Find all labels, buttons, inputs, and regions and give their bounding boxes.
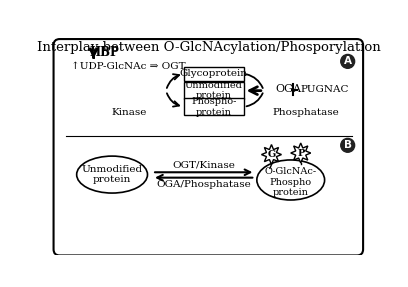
Text: P: P xyxy=(297,148,304,158)
Polygon shape xyxy=(291,143,311,163)
Text: HBP: HBP xyxy=(89,46,119,59)
Text: OGT/Kinase: OGT/Kinase xyxy=(172,161,235,170)
FancyBboxPatch shape xyxy=(184,98,244,115)
FancyBboxPatch shape xyxy=(184,82,244,99)
Polygon shape xyxy=(262,145,282,164)
Text: Phospho-
protein: Phospho- protein xyxy=(191,97,236,117)
Text: OGA/Phosphatase: OGA/Phosphatase xyxy=(156,180,251,189)
Text: Kinase: Kinase xyxy=(111,108,147,117)
Text: O-GlcNAc-
Phospho
protein: O-GlcNAc- Phospho protein xyxy=(265,167,317,197)
FancyBboxPatch shape xyxy=(184,67,244,81)
Circle shape xyxy=(341,55,355,68)
Text: Glycoprotein: Glycoprotein xyxy=(180,69,248,78)
Text: Phosphatase: Phosphatase xyxy=(273,108,339,117)
Ellipse shape xyxy=(257,160,325,200)
Circle shape xyxy=(341,138,355,152)
Text: B: B xyxy=(344,140,352,150)
Text: ↑UDP-GlcNAc ⇒ OGT: ↑UDP-GlcNAc ⇒ OGT xyxy=(71,62,186,71)
Text: PUGNAC: PUGNAC xyxy=(301,85,349,94)
Text: Unmodified
protein: Unmodified protein xyxy=(82,165,143,184)
Text: Unmodified
protein: Unmodified protein xyxy=(185,81,243,100)
FancyBboxPatch shape xyxy=(53,39,363,255)
Ellipse shape xyxy=(77,156,148,193)
Text: Interplay between O-GlcNAcylation/Phosporylation: Interplay between O-GlcNAcylation/Phospo… xyxy=(37,40,381,54)
Text: G: G xyxy=(267,150,275,159)
Text: OGA: OGA xyxy=(275,84,302,94)
Text: A: A xyxy=(344,56,352,66)
